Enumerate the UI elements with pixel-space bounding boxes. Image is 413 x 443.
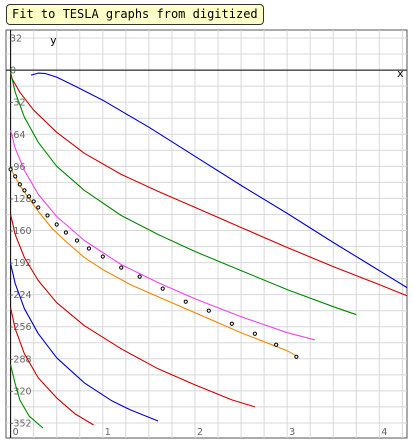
chart-title: Fit to TESLA graphs from digitized bbox=[6, 4, 264, 25]
y-tick-label: 32 bbox=[10, 34, 22, 45]
data-point bbox=[206, 308, 211, 313]
y-tick-label: -192 bbox=[10, 258, 32, 269]
x-tick-label: 0 bbox=[13, 427, 19, 438]
data-point bbox=[13, 174, 18, 179]
data-point bbox=[22, 188, 27, 193]
y-axis-label: y bbox=[50, 34, 57, 47]
y-tick-label: -64 bbox=[10, 130, 26, 141]
series-line-2 bbox=[10, 75, 408, 297]
y-tick-label: -96 bbox=[10, 162, 26, 173]
tick-labels: 0 1 2 3 4 32 0 -32 -64 -96 -128 -160 -192 -224 -256 -28… bbox=[10, 34, 387, 438]
series-line-5 bbox=[10, 214, 256, 408]
y-tick-label: -320 bbox=[10, 386, 32, 397]
data-point bbox=[137, 274, 142, 279]
series-line-3 bbox=[10, 71, 357, 316]
data-point bbox=[26, 194, 32, 199]
series-line-7 bbox=[10, 307, 94, 426]
data-point bbox=[63, 230, 69, 235]
data-point bbox=[74, 238, 80, 243]
data-point bbox=[36, 205, 41, 210]
y-tick-label: -32 bbox=[10, 98, 26, 109]
y-tick-label: -128 bbox=[10, 194, 32, 205]
x-tick-label: 3 bbox=[289, 427, 295, 438]
data-point bbox=[119, 265, 124, 270]
series-line-8 bbox=[10, 364, 44, 429]
x-tick-label: 4 bbox=[381, 427, 387, 438]
data-point bbox=[86, 246, 92, 251]
data-point bbox=[229, 321, 234, 326]
y-tick-label: -288 bbox=[10, 354, 32, 365]
y-tick-label: -256 bbox=[10, 322, 32, 333]
data-point bbox=[17, 182, 22, 187]
series-line-1 bbox=[30, 72, 408, 289]
plot-frame bbox=[5, 29, 408, 439]
y-tick-label: 0 bbox=[10, 66, 16, 77]
data-point bbox=[252, 331, 257, 336]
x-tick-label: 1 bbox=[105, 427, 111, 438]
series-line-4 bbox=[10, 130, 315, 341]
data-point bbox=[160, 286, 165, 291]
x-axis-label: x bbox=[397, 67, 404, 80]
data-point bbox=[273, 342, 279, 347]
y-tick-label: -352 bbox=[10, 418, 32, 429]
data-point bbox=[294, 354, 299, 359]
data-point bbox=[31, 199, 36, 204]
axes bbox=[6, 30, 407, 438]
data-point bbox=[45, 213, 50, 218]
data-point bbox=[54, 222, 59, 227]
y-tick-label: -224 bbox=[10, 290, 32, 301]
y-tick-label: -160 bbox=[10, 226, 32, 237]
series-lines bbox=[10, 71, 408, 429]
data-points bbox=[8, 167, 299, 359]
x-tick-label: 2 bbox=[197, 427, 203, 438]
data-point bbox=[100, 254, 105, 259]
data-point bbox=[183, 299, 188, 304]
series-line-6 bbox=[10, 263, 159, 422]
series-line-9 bbox=[10, 168, 297, 357]
data-point bbox=[8, 167, 13, 172]
